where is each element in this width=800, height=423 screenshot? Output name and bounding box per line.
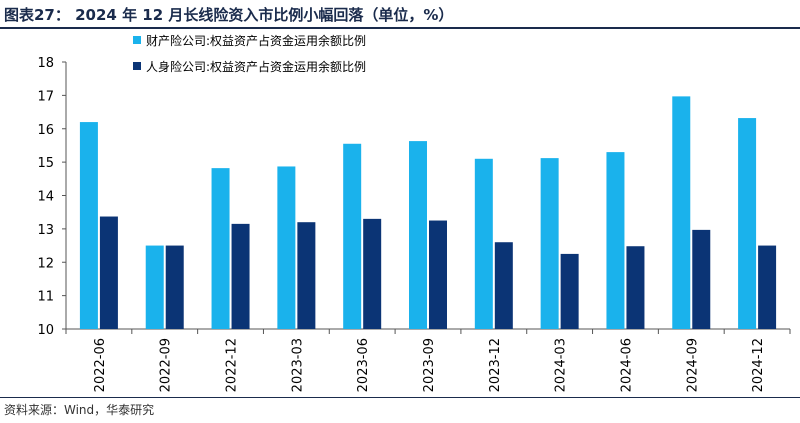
chart-title: 图表27： 2024 年 12 月长线险资入市比例小幅回落（单位，%） — [4, 6, 454, 24]
legend-swatch-property-insurance — [133, 36, 141, 44]
y-tick-label: 11 — [37, 290, 54, 305]
y-tick-label: 10 — [37, 323, 54, 338]
y-tick-label: 17 — [37, 89, 54, 104]
x-tick-label: 2024-06 — [619, 338, 634, 392]
y-tick-label: 16 — [37, 123, 54, 138]
y-tick-label: 18 — [37, 56, 54, 71]
legend-label-property-insurance: 财产险公司:权益资产占资金运用余额比例 — [146, 33, 366, 48]
x-tick-label: 2023-03 — [290, 338, 305, 392]
bar-property-insurance-2024-03 — [540, 158, 559, 329]
x-tick-label: 2024-12 — [751, 338, 766, 392]
x-tick-label: 2023-12 — [488, 338, 503, 392]
bar-life-insurance-2022-06 — [99, 216, 118, 329]
bar-life-insurance-2023-09 — [429, 220, 447, 329]
bar-property-insurance-2023-06 — [343, 143, 362, 329]
bar-property-insurance-2022-06 — [79, 122, 98, 329]
footer-rule — [0, 397, 800, 398]
title-rule — [0, 27, 800, 29]
bar-life-insurance-2024-06 — [626, 246, 645, 329]
y-tick-label: 12 — [37, 256, 54, 271]
x-tick-label: 2022-09 — [159, 338, 174, 392]
bar-property-insurance-2024-06 — [606, 152, 625, 329]
bar-life-insurance-2024-03 — [560, 253, 579, 329]
x-tick-label: 2023-09 — [422, 338, 437, 392]
x-tick-label: 2022-12 — [225, 338, 240, 392]
axes: 10 11 12 13 14 15 16 17 18 2022-06 2022-09 2022-12 2… — [37, 56, 791, 392]
bar-life-insurance-2023-12 — [494, 242, 513, 329]
bar-life-insurance-2022-09 — [165, 245, 184, 329]
bar-property-insurance-2023-12 — [474, 158, 493, 329]
x-tick-label: 2024-03 — [554, 338, 569, 392]
bar-property-insurance-2023-03 — [277, 166, 296, 329]
y-tick-label: 13 — [37, 223, 54, 238]
y-tick-label: 15 — [37, 156, 54, 171]
legend-swatch-life-insurance — [133, 62, 141, 70]
bar-property-insurance-2024-12 — [738, 118, 757, 329]
bar-property-insurance-2023-09 — [409, 141, 427, 329]
x-tick-label: 2024-09 — [685, 338, 700, 392]
bar-life-insurance-2023-03 — [297, 222, 316, 329]
bar-life-insurance-2022-12 — [231, 223, 250, 329]
x-tick-label: 2022-06 — [93, 338, 108, 392]
y-tick-label: 14 — [37, 190, 54, 205]
bars — [79, 96, 777, 329]
source-note: 资料来源：Wind，华泰研究 — [4, 403, 155, 417]
bar-property-insurance-2022-09 — [145, 245, 164, 329]
bar-life-insurance-2024-09 — [692, 229, 711, 329]
bar-life-insurance-2023-06 — [363, 218, 382, 329]
bar-property-insurance-2022-12 — [211, 168, 230, 329]
legend-label-life-insurance: 人身险公司:权益资产占资金运用余额比例 — [146, 59, 366, 74]
bar-life-insurance-2024-12 — [758, 245, 777, 329]
bar-property-insurance-2024-09 — [672, 96, 691, 329]
x-tick-label: 2023-06 — [356, 338, 371, 392]
